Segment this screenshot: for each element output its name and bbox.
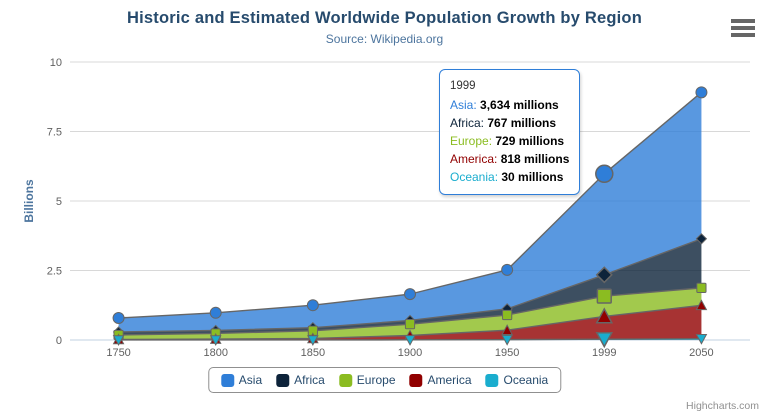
area-africa[interactable] — [118, 238, 702, 335]
data-point-europe-1999[interactable] — [596, 288, 612, 304]
data-point-oceania-1750[interactable] — [112, 335, 125, 346]
context-menu-button[interactable] — [731, 19, 755, 40]
x-axis-tick-label: 2050 — [689, 347, 713, 359]
area-america[interactable] — [118, 305, 702, 340]
data-point-oceania-2050[interactable] — [695, 333, 708, 345]
tooltip-series-value: 3,634 millions — [480, 98, 559, 112]
credits-link[interactable]: Highcharts.com — [686, 400, 759, 412]
data-point-africa-1999[interactable] — [595, 266, 613, 284]
legend-symbol-icon — [276, 373, 290, 387]
tooltip-series-name: Europe: — [450, 134, 496, 148]
y-axis-tick-label: 10 — [50, 57, 62, 69]
y-axis-tick-label: 5 — [56, 196, 62, 208]
tooltip-series-name: Asia: — [450, 98, 481, 112]
legend-item-america[interactable]: America — [409, 373, 472, 387]
tooltip-series-value: 30 millions — [501, 170, 564, 184]
x-axis-tick-label: 1900 — [398, 347, 422, 359]
legend-box: Asia Africa Europe America Oceania — [207, 367, 562, 393]
tooltip-rows: Asia: 3,634 millions Africa: 767 millions… — [450, 96, 569, 186]
hamburger-menu-icon — [731, 19, 755, 23]
legend-label: Asia — [238, 373, 263, 387]
data-point-oceania-1900[interactable] — [404, 335, 416, 346]
x-axis-tick-label: 1750 — [106, 347, 130, 359]
data-point-asia-1900[interactable] — [404, 288, 416, 301]
data-point-europe-1900[interactable] — [404, 319, 416, 330]
data-point-asia-1850[interactable] — [306, 299, 319, 312]
legend-item-asia[interactable]: Asia — [220, 373, 263, 387]
legend-symbol-icon — [485, 373, 499, 387]
data-point-asia-1950[interactable] — [501, 263, 514, 276]
data-point-europe-2050[interactable] — [696, 282, 707, 293]
x-axis-tick-label: 1850 — [301, 347, 325, 359]
chart-title: Historic and Estimated Worldwide Populat… — [127, 9, 642, 27]
data-point-africa-2050[interactable] — [695, 233, 708, 245]
tooltip-series-name: America: — [450, 152, 501, 166]
x-axis-tick-label: 1800 — [203, 347, 227, 359]
legend-item-africa[interactable]: Africa — [276, 373, 325, 387]
tooltip-row-america: America: 818 millions — [450, 150, 569, 168]
data-point-america-2050[interactable] — [695, 299, 708, 311]
legend-symbol-icon — [409, 373, 423, 387]
tooltip-series-value: 818 millions — [500, 152, 570, 166]
hamburger-menu-icon — [731, 33, 755, 37]
tooltip-series-value: 729 millions — [495, 134, 565, 148]
data-point-oceania-1999[interactable] — [595, 332, 614, 349]
tooltip-series-value: 767 millions — [487, 116, 557, 130]
data-point-asia-2050[interactable] — [695, 86, 708, 99]
x-axis-tick-label: 1950 — [495, 347, 519, 359]
data-point-america-1950[interactable] — [501, 324, 513, 335]
data-point-america-1999[interactable] — [595, 307, 614, 324]
data-point-europe-1950[interactable] — [502, 309, 513, 321]
tooltip-row-oceania: Oceania: 30 millions — [450, 168, 569, 186]
legend-item-europe[interactable]: Europe — [338, 373, 396, 387]
tooltip-row-asia: Asia: 3,634 millions — [450, 96, 569, 114]
tooltip-series-name: Oceania: — [450, 170, 502, 184]
y-axis-tick-label: 2.5 — [47, 266, 62, 278]
legend-symbol-icon — [220, 373, 234, 387]
legend-label: Oceania — [503, 373, 549, 387]
y-axis-tick-label: 0 — [56, 335, 62, 347]
data-point-oceania-1950[interactable] — [501, 334, 513, 346]
legend-label: Europe — [356, 373, 396, 387]
data-point-oceania-1850[interactable] — [307, 335, 319, 346]
hamburger-menu-icon — [731, 26, 755, 30]
area-asia[interactable] — [118, 92, 702, 332]
data-point-asia-1750[interactable] — [112, 312, 125, 325]
tooltip-row-africa: Africa: 767 millions — [450, 114, 569, 132]
legend-item-oceania[interactable]: Oceania — [485, 373, 549, 387]
data-point-asia-1999[interactable] — [595, 164, 614, 184]
legend-items: Asia Africa Europe America Oceania — [220, 373, 549, 387]
legend-label: America — [427, 373, 472, 387]
tooltip-row-europe: Europe: 729 millions — [450, 132, 569, 150]
chart-subtitle: Source: Wikipedia.org — [325, 32, 444, 46]
tooltip-series-name: Africa: — [450, 116, 488, 130]
legend-label: Africa — [294, 373, 325, 387]
data-point-oceania-1800[interactable] — [209, 335, 222, 346]
legend-symbol-icon — [338, 373, 352, 387]
x-axis-tick-label: 1999 — [592, 347, 616, 359]
y-axis-tick-label: 7.5 — [47, 127, 62, 139]
tooltip: 1999 Asia: 3,634 millions Africa: 767 mil… — [439, 69, 581, 195]
data-point-asia-1800[interactable] — [209, 306, 222, 319]
y-axis-title: Billions — [22, 179, 36, 223]
tooltip-header: 1999 — [450, 80, 476, 92]
